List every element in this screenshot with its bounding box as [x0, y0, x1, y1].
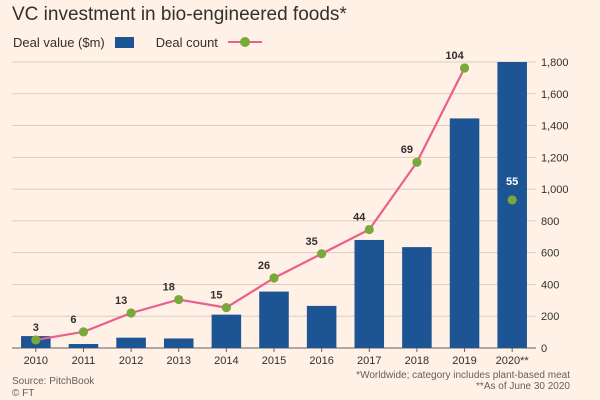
deal-count-marker	[269, 273, 279, 283]
deal-count-marker	[459, 63, 470, 73]
deal-count-label: 69	[401, 144, 413, 156]
chart-legend: Deal value ($m) Deal count	[13, 34, 262, 50]
legend-line-swatch	[227, 36, 262, 48]
deal-count-label: 104	[445, 50, 464, 62]
legend-bar-swatch	[114, 36, 134, 48]
x-tick-label: 2011	[72, 355, 96, 367]
deal-count-label: 15	[210, 290, 222, 302]
bar	[68, 344, 99, 348]
x-tick-label: 2010	[24, 355, 48, 367]
deal-count-marker	[507, 195, 517, 205]
chart-footer-left: Source: PitchBook © FT	[12, 376, 94, 400]
deal-count-marker	[412, 157, 422, 167]
deal-count-label: 3	[33, 322, 39, 334]
y-tick-label: 1,800	[541, 57, 569, 69]
deal-count-marker	[126, 308, 136, 318]
deal-count-label: 6	[70, 314, 76, 326]
y-tick-label: 600	[541, 248, 559, 260]
bar	[259, 291, 289, 348]
deal-count-label: 55	[506, 176, 518, 188]
footnote-worldwide: *Worldwide; category includes plant-base…	[356, 370, 570, 381]
x-tick-label: 2017	[357, 355, 381, 367]
deal-count-marker	[174, 294, 184, 305]
deal-count-marker	[31, 335, 41, 345]
x-tick-label: 2018	[405, 355, 429, 367]
bar	[163, 338, 194, 348]
source-note: Source: PitchBook	[12, 376, 95, 387]
bar	[497, 62, 527, 348]
y-tick-label: 800	[541, 216, 559, 228]
y-tick-label: 1,200	[541, 152, 569, 164]
bar	[449, 118, 480, 349]
legend-line-label: Deal count	[155, 34, 218, 50]
footnote-date: **As of June 30 2020	[476, 381, 570, 392]
deal-count-marker	[78, 327, 89, 337]
deal-count-line	[35, 67, 466, 342]
y-tick-label: 200	[541, 311, 559, 323]
ft-credit: © FT	[12, 388, 35, 399]
bar	[306, 305, 337, 348]
bar	[211, 314, 242, 348]
y-tick-label: 1,600	[541, 89, 569, 101]
x-tick-label: 2016	[309, 355, 333, 367]
legend-bar-label: Deal value ($m)	[13, 34, 105, 50]
deal-count-label: 35	[306, 236, 318, 248]
deal-count-label: 26	[258, 260, 270, 272]
y-tick-label: 400	[541, 279, 559, 291]
y-tick-label: 1,000	[541, 184, 569, 196]
deal-count-label: 44	[353, 212, 366, 224]
x-tick-label: 2013	[166, 355, 190, 367]
x-tick-label: 2014	[214, 355, 238, 367]
x-tick-label: 2015	[262, 355, 286, 367]
deal-count-label: 13	[115, 295, 127, 307]
deal-count-marker	[221, 303, 231, 313]
bar	[402, 247, 432, 348]
x-tick-label: 2012	[119, 355, 143, 367]
deal-count-marker	[317, 249, 327, 259]
y-tick-label: 0	[541, 343, 547, 355]
bar	[116, 337, 146, 348]
x-tick-label: 2019	[452, 355, 476, 367]
deal-count-marker	[364, 224, 374, 235]
x-tick-label: 2020**	[496, 355, 530, 367]
y-tick-label: 1,400	[541, 121, 569, 133]
chart-footer-right: *Worldwide; category includes plant-base…	[356, 370, 570, 392]
chart-title: VC investment in bio-engineered foods*	[12, 4, 347, 25]
deal-count-label: 18	[163, 282, 175, 294]
bar	[354, 239, 385, 348]
